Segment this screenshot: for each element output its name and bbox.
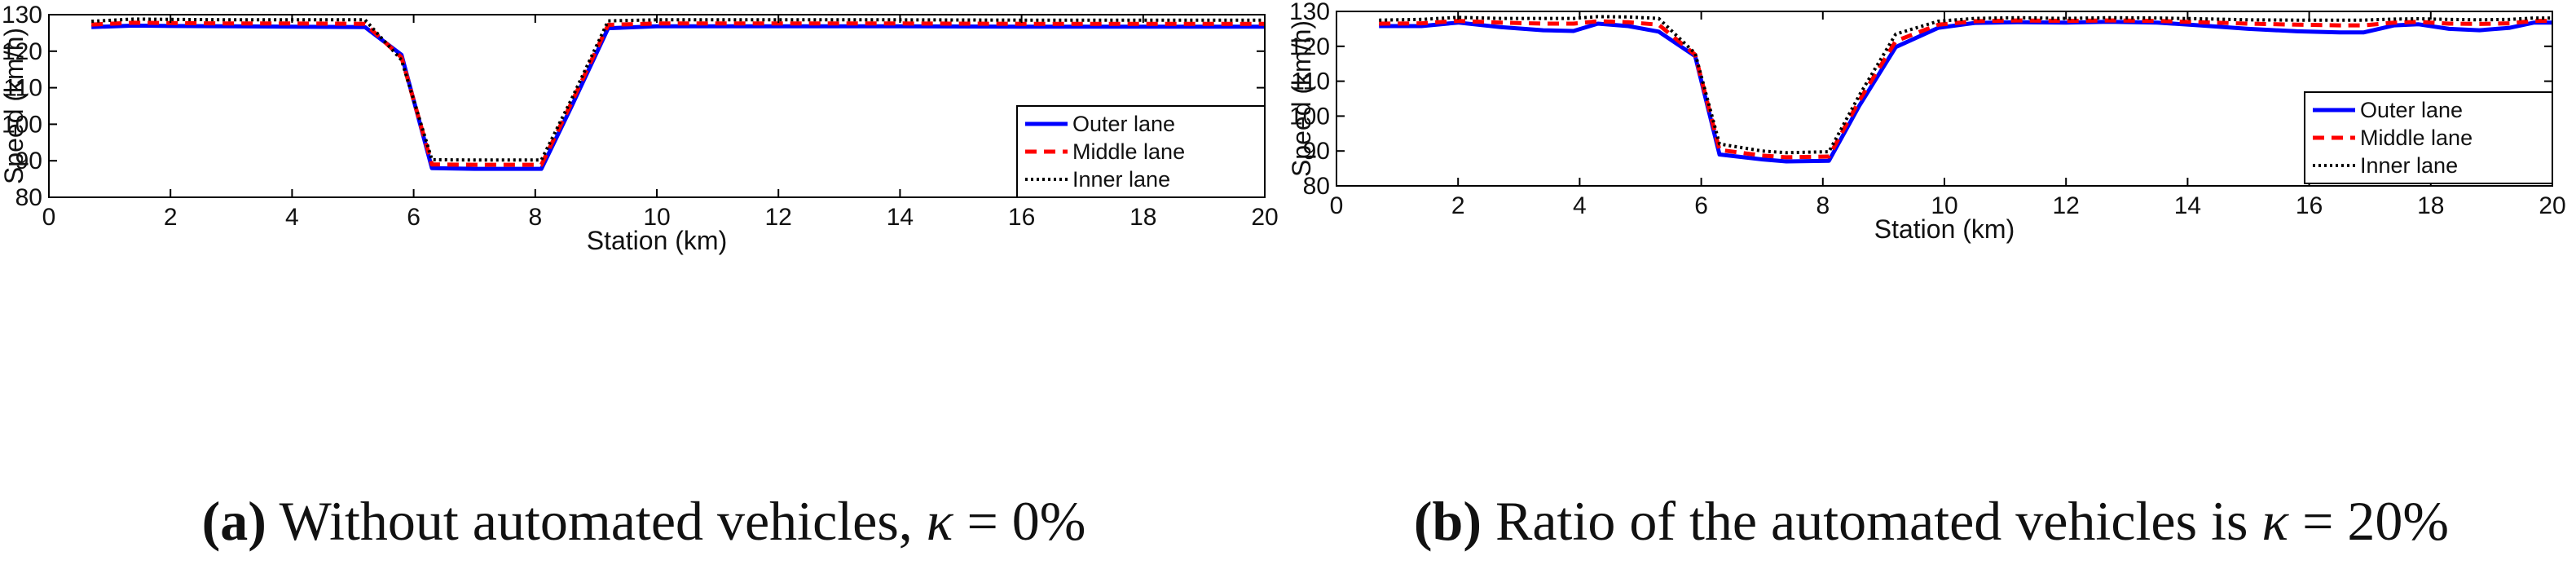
x-tick-label: 10 <box>1931 192 1957 219</box>
legend-label-inner-lane: Inner lane <box>1072 167 1170 192</box>
caption-b: (b) Ratio of the automated vehicles is κ… <box>1288 489 2575 554</box>
legend-label-middle-lane: Middle lane <box>2360 126 2473 150</box>
chart-panel-b: 0 2 4 6 8 10 12 14 16 18 20 80 90 100 110 120 130 Station… <box>1288 0 2575 578</box>
legend-label-inner-lane: Inner lane <box>2360 153 2458 178</box>
x-tick-label: 12 <box>765 204 792 231</box>
x-tick-label: 2 <box>1451 192 1465 219</box>
y-axis-title: Speed (km/h) <box>0 28 29 184</box>
speed-chart-a: 0 2 4 6 8 10 12 14 16 18 20 80 90 100 110 120 130 Station… <box>0 2 1279 255</box>
series-line-inner-lane <box>1379 15 2552 155</box>
legend-box <box>1016 105 1266 198</box>
x-tick-label: 14 <box>887 204 914 231</box>
y-tick-label: 100 <box>1289 103 1330 130</box>
x-tick-label: 16 <box>2296 192 2323 219</box>
series-line-outer-lane <box>1379 20 2552 164</box>
legend-label-outer-lane: Outer lane <box>2360 98 2463 122</box>
x-tick-label: 6 <box>1694 192 1708 219</box>
y-tick-label: 90 <box>15 148 42 174</box>
x-tick-label: 18 <box>2417 192 2444 219</box>
x-tick-label: 12 <box>2053 192 2080 219</box>
x-tick-label: 20 <box>2539 192 2565 219</box>
caption-kappa-b: κ <box>2261 490 2289 552</box>
x-tick-label: 4 <box>1573 192 1587 219</box>
x-tick-label: 18 <box>1129 204 1156 231</box>
y-tick-label: 130 <box>1289 0 1330 25</box>
y-tick-label: 80 <box>15 184 42 211</box>
x-tick-label: 16 <box>1008 204 1035 231</box>
x-tick-label: 2 <box>164 204 178 231</box>
caption-label-b: (b) <box>1413 490 1482 552</box>
series-line-inner-lane <box>91 17 1265 162</box>
series-line-middle-lane <box>1379 18 2552 160</box>
caption-prefix-b: Ratio of the automated vehicles is <box>1495 490 2262 552</box>
x-tick-label: 20 <box>1251 204 1278 231</box>
caption-a: (a) Without automated vehicles, κ = 0% <box>0 489 1288 554</box>
legend-label-middle-lane: Middle lane <box>1072 139 1185 164</box>
x-axis-title: Station (km) <box>587 226 727 255</box>
x-tick-label: 8 <box>528 204 542 231</box>
caption-label-a: (a) <box>201 490 266 552</box>
y-tick-label: 110 <box>3 75 42 102</box>
caption-suffix-a: = 0% <box>953 490 1086 552</box>
caption-suffix-b: = 20% <box>2288 490 2450 552</box>
y-tick-label: 90 <box>1303 138 1330 165</box>
x-tick-label: 14 <box>2174 192 2201 219</box>
speed-chart-b: 0 2 4 6 8 10 12 14 16 18 20 80 90 100 110 120 130 Station… <box>1288 0 2566 244</box>
y-tick-label: 80 <box>1303 173 1330 200</box>
x-tick-label: 4 <box>285 204 299 231</box>
caption-kappa-a: κ <box>926 490 953 552</box>
y-tick-label: 110 <box>1291 68 1330 95</box>
x-tick-label: 8 <box>1816 192 1830 219</box>
y-tick-label: 100 <box>2 111 42 138</box>
caption-prefix-a: Without automated vehicles, <box>279 490 927 552</box>
y-tick-label: 130 <box>2 2 42 29</box>
x-tick-label: 0 <box>1330 192 1344 219</box>
x-tick-label: 6 <box>407 204 421 231</box>
y-tick-label: 120 <box>2 38 42 65</box>
y-axis-title: Speed (km/h) <box>1288 20 1316 177</box>
chart-panel-a: 0 2 4 6 8 10 12 14 16 18 20 80 90 100 110 120 130 Station… <box>0 2 1288 554</box>
x-tick-label: 0 <box>42 204 56 231</box>
y-tick-label: 120 <box>1289 33 1330 60</box>
legend-box <box>2304 91 2553 184</box>
legend-label-outer-lane: Outer lane <box>1072 112 1175 136</box>
x-axis-title: Station (km) <box>1874 214 2015 244</box>
x-tick-label: 10 <box>643 204 670 231</box>
series-line-outer-lane <box>91 23 1265 171</box>
series-line-middle-lane <box>91 20 1265 167</box>
